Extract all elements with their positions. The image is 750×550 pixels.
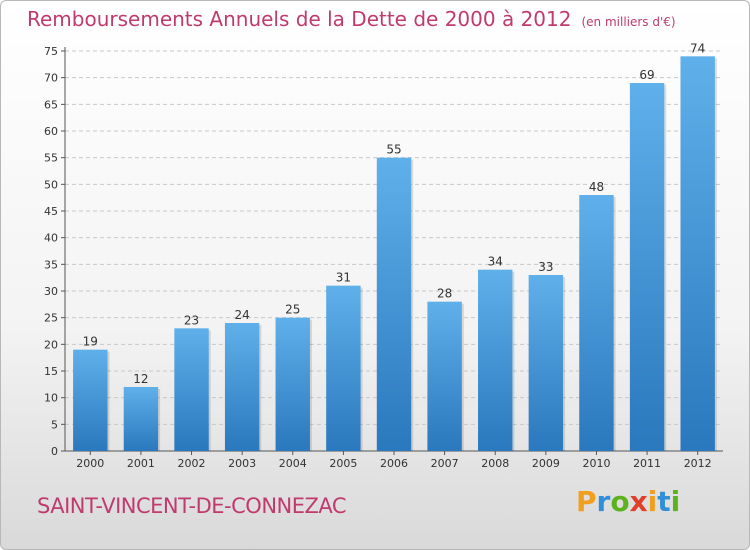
value-label: 74 xyxy=(690,41,705,55)
title-text: Remboursements Annuels de la Dette de 20… xyxy=(27,7,572,31)
bar-2002 xyxy=(174,328,209,451)
logo-letter: o xyxy=(610,485,630,518)
y-tick-label: 60 xyxy=(44,125,58,138)
bar-2005 xyxy=(326,285,361,451)
y-tick-label: 10 xyxy=(44,392,58,405)
logo-letter: r xyxy=(596,485,611,518)
value-label: 23 xyxy=(184,313,199,327)
bar-2006 xyxy=(376,157,412,451)
bar-2009 xyxy=(528,275,564,451)
bar-2012 xyxy=(680,56,715,451)
logo-letter: t xyxy=(657,485,671,518)
labels: 0 5 10 15 20 25 30 35 40 45 50 55 60 65 70 75 19 2000 12 20… xyxy=(44,41,712,470)
value-label: 34 xyxy=(488,255,503,269)
bars xyxy=(73,56,717,451)
y-tick-label: 5 xyxy=(51,418,58,431)
x-tick-label: 2008 xyxy=(481,457,509,470)
value-label: 55 xyxy=(386,143,401,157)
chart-title: Remboursements Annuels de la Dette de 20… xyxy=(27,7,676,31)
x-tick-label: 2004 xyxy=(279,457,307,470)
y-tick-label: 75 xyxy=(44,45,58,58)
logo-letter: i xyxy=(647,485,658,518)
y-tick-label: 40 xyxy=(44,232,58,245)
x-tick-label: 2010 xyxy=(582,457,610,470)
logo-letter: x xyxy=(629,485,648,518)
y-tick-label: 50 xyxy=(44,178,58,191)
value-label: 69 xyxy=(639,68,654,82)
x-tick-label: 2003 xyxy=(228,457,256,470)
y-tick-label: 25 xyxy=(44,312,58,325)
y-tick-label: 30 xyxy=(44,285,58,298)
value-label: 24 xyxy=(235,308,250,322)
value-label: 48 xyxy=(589,180,604,194)
bar-2003 xyxy=(224,323,260,451)
x-tick-label: 2006 xyxy=(380,457,408,470)
x-tick-label: 2000 xyxy=(76,457,104,470)
title-unit: (en milliers d'€) xyxy=(581,15,676,29)
y-tick-label: 0 xyxy=(51,445,58,458)
y-tick-label: 35 xyxy=(44,258,58,271)
value-label: 12 xyxy=(133,372,148,386)
y-tick-label: 45 xyxy=(44,205,58,218)
bar-2008 xyxy=(478,269,513,451)
bar-2001 xyxy=(123,387,159,451)
y-tick-label: 70 xyxy=(44,72,58,85)
logo-letter: i xyxy=(670,485,681,518)
y-tick-label: 65 xyxy=(44,98,58,111)
x-tick-label: 2001 xyxy=(127,457,155,470)
value-label: 33 xyxy=(538,260,553,274)
bar-2010 xyxy=(579,195,614,451)
x-tick-label: 2009 xyxy=(532,457,560,470)
commune-name: SAINT-VINCENT-DE-CONNEZAC xyxy=(37,494,347,518)
y-tick-label: 20 xyxy=(44,338,58,351)
value-label: 31 xyxy=(336,271,351,285)
value-label: 19 xyxy=(83,335,98,349)
value-label: 28 xyxy=(437,287,452,301)
x-tick-label: 2012 xyxy=(684,457,712,470)
bar-2007 xyxy=(427,301,462,451)
bar-2004 xyxy=(275,317,310,451)
bar-2000 xyxy=(73,349,108,451)
proxiti-logo: Proxiti xyxy=(576,485,680,518)
x-tick-label: 2011 xyxy=(633,457,661,470)
x-tick-label: 2007 xyxy=(431,457,459,470)
logo-letter: P xyxy=(576,485,597,518)
y-tick-label: 15 xyxy=(44,365,58,378)
y-tick-label: 55 xyxy=(44,152,58,165)
x-tick-label: 2005 xyxy=(329,457,357,470)
value-label: 25 xyxy=(285,303,300,317)
x-tick-label: 2002 xyxy=(178,457,206,470)
bar-2011 xyxy=(629,83,665,451)
